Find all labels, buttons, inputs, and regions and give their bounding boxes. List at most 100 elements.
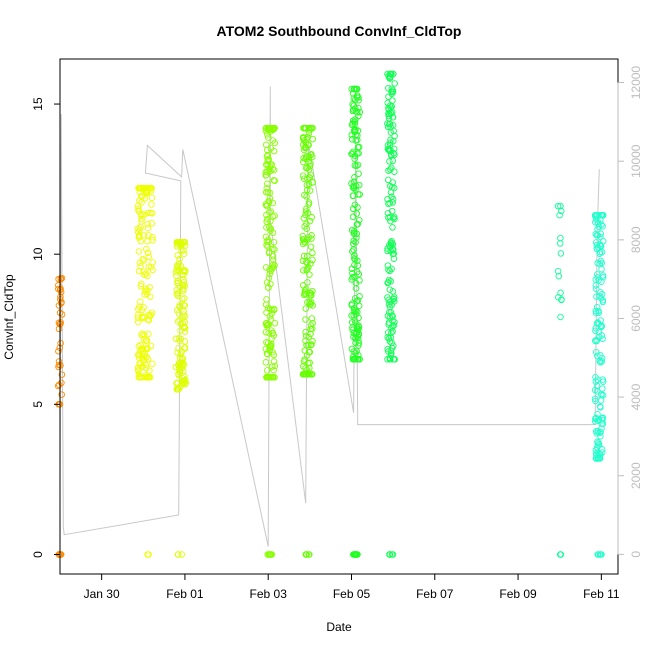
data-point [388,90,396,98]
y-tick-label: 15 [31,97,45,111]
data-point [58,371,66,378]
data-point [354,220,361,228]
data-point [387,70,394,78]
data-point [301,191,308,199]
data-point [269,126,277,134]
data-point [144,224,152,232]
y2-tick-label: 2000 [629,462,643,489]
data-point [349,356,357,363]
y-tick-label: 5 [31,401,45,408]
data-point-zero [598,551,605,558]
data-point [268,335,275,342]
plot-frame [59,58,619,575]
data-point [145,316,153,324]
data-point [174,252,181,259]
data-point [387,347,395,355]
data-point [307,301,314,308]
data-point [354,191,362,198]
data-point [177,327,184,334]
data-point [354,150,361,157]
data-point [355,181,363,189]
data-point [384,345,391,353]
data-point [262,124,270,132]
data-point [305,124,313,132]
data-point [148,184,155,192]
data-point-zero [174,551,182,558]
data-point [596,260,604,268]
data-point-zero [557,551,564,558]
data-point [355,112,362,120]
data-point [309,256,316,264]
data-point [349,213,357,221]
data-point [348,312,355,319]
data-point [390,213,398,221]
data-point [303,225,311,232]
data-point [387,278,394,285]
data-point [268,327,275,334]
data-point [350,85,358,93]
data-point [175,386,182,393]
data-point [263,241,270,249]
data-point [135,207,142,214]
data-point [597,428,604,436]
data-point [309,179,316,186]
data-point [597,433,604,440]
data-point-zero [351,551,358,558]
data-point [269,265,276,272]
data-point [57,339,64,347]
data-point [269,252,277,260]
data-point [302,364,309,372]
data-point [355,326,362,333]
data-point [354,262,362,269]
data-point [137,237,144,245]
data-point [352,285,360,292]
data-point [302,124,310,132]
data-point [592,427,600,435]
data-point [140,268,147,275]
data-point [348,276,355,283]
data-point [595,439,602,446]
data-point [554,202,562,210]
data-point [271,212,278,219]
data-point [263,211,270,219]
data-point [598,248,606,256]
data-point [180,281,187,289]
data-point [181,345,189,352]
data-point [137,298,144,306]
data-point [592,285,600,293]
chart-title: ATOM2 Southbound ConvInf_CldTop [217,23,462,39]
data-point [593,245,601,253]
data-point [135,350,143,358]
data-point [594,427,602,435]
data-point [178,295,186,302]
data-point [384,334,391,341]
data-point [262,264,270,271]
data-point [264,160,271,168]
data-point [592,415,599,423]
data-point [263,296,270,303]
data-point [148,201,155,208]
data-point [353,162,360,170]
data-point [173,272,180,280]
data-point [301,223,308,230]
data-point [141,195,148,202]
data-point [352,319,359,326]
data-point [139,330,146,337]
data-point [144,220,151,228]
data-point [267,316,275,323]
data-point [149,234,156,241]
data-point [264,180,271,188]
data-point [599,420,607,428]
data-point [301,287,309,294]
data-point [390,250,398,257]
data-point [141,271,148,279]
data-point [386,139,394,146]
data-point [355,337,362,344]
data-point [597,404,604,411]
data-point [554,267,562,275]
data-point [388,237,395,245]
data-point [142,364,150,372]
x-tick-label: Feb 03 [250,587,288,601]
data-point [306,217,314,225]
data-point [149,266,156,274]
